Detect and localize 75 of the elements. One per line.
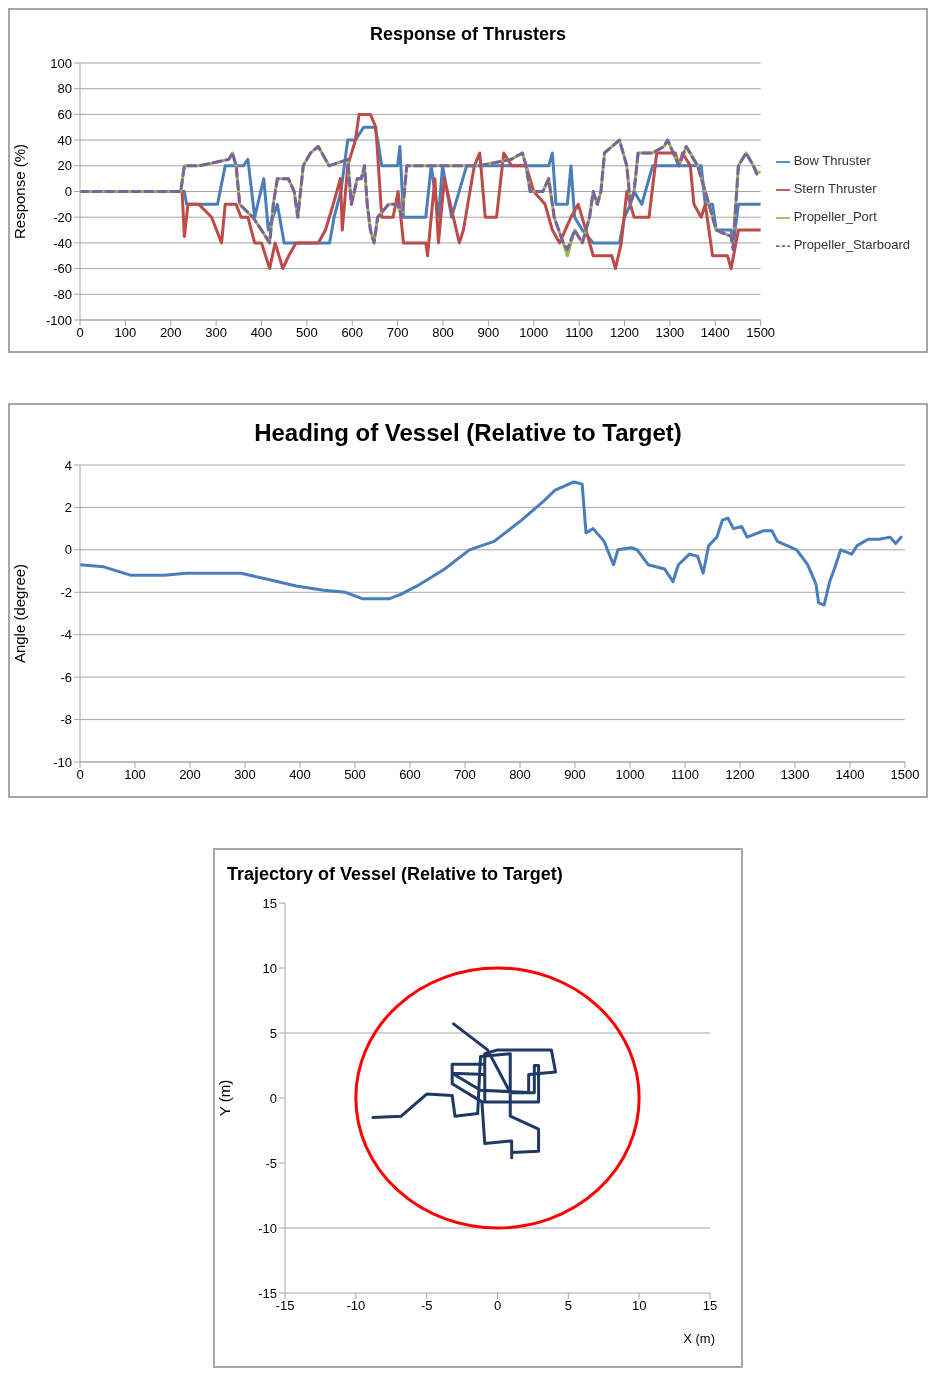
x-tick-label: 0 [76, 767, 84, 783]
x-tick-label: 15 [702, 1298, 718, 1314]
x-tick-label: 800 [432, 325, 454, 341]
x-tick-label: 1500 [746, 325, 776, 341]
x-tick-label: -5 [420, 1298, 433, 1314]
y-tick-label: -10 [53, 754, 72, 770]
x-tick-label: 1200 [725, 767, 755, 783]
x-tick-label: 1200 [610, 325, 639, 341]
y-tick-label: 60 [57, 107, 72, 123]
y-tick-label: 40 [57, 132, 72, 148]
y-tick-label: -15 [258, 1285, 277, 1301]
x-tick-label: 400 [250, 325, 273, 341]
y-tick-label: 15 [262, 895, 277, 911]
x-tick-label: 600 [341, 325, 364, 341]
y-tick-label: 4 [64, 457, 72, 473]
x-tick-label: 1000 [519, 325, 549, 341]
y-tick-label: -10 [258, 1220, 277, 1236]
x-tick-label: 700 [386, 325, 409, 341]
y-tick-label: 80 [57, 81, 72, 97]
legend-label: Propeller_Starboard [793, 237, 910, 252]
y-tick-label: -60 [53, 261, 72, 277]
y-axis-title: Y (m) [216, 1079, 234, 1117]
y-tick-label: -8 [60, 712, 72, 728]
y-tick-label: 0 [64, 184, 72, 200]
x-tick-label: 100 [124, 767, 146, 783]
y-axis-title: Angle (degree) [11, 563, 29, 664]
x-tick-label: -10 [346, 1298, 366, 1314]
chart-title: Response of Thrusters [368, 24, 567, 45]
x-tick-label: 500 [344, 767, 366, 783]
y-tick-label: 20 [57, 158, 72, 174]
x-tick-label: 1500 [890, 767, 920, 783]
y-tick-label: -20 [53, 209, 72, 225]
x-tick-label: 500 [296, 325, 318, 341]
x-tick-label: 300 [234, 767, 256, 783]
x-tick-label: 800 [509, 767, 531, 783]
y-tick-label: 0 [64, 542, 72, 558]
y-tick-label: 5 [269, 1025, 277, 1041]
x-tick-label: 0 [76, 325, 84, 341]
x-tick-label: 700 [454, 767, 476, 783]
x-tick-label: 1300 [655, 325, 685, 341]
x-tick-label: 1000 [615, 767, 645, 783]
y-tick-label: -2 [60, 584, 72, 600]
x-tick-label: 1400 [700, 325, 730, 341]
x-tick-label: 200 [159, 325, 182, 341]
y-axis-title: Response (%) [11, 143, 29, 240]
y-tick-label: -100 [45, 312, 72, 328]
x-tick-label: 5 [564, 1298, 572, 1314]
x-tick-label: 100 [114, 325, 137, 341]
x-tick-label: 1400 [835, 767, 865, 783]
x-tick-label: 900 [564, 767, 586, 783]
chart-title: Trajectory of Vessel (Relative to Target) [226, 864, 564, 885]
y-tick-label: 2 [64, 500, 72, 516]
x-tick-label: 0 [493, 1298, 502, 1314]
x-axis-title: X (m) [683, 1331, 715, 1346]
y-tick-label: 0 [269, 1090, 277, 1106]
x-tick-label: 300 [205, 325, 227, 341]
legend-label: Stern Thruster [793, 181, 877, 196]
legend-label: Propeller_Port [793, 209, 877, 224]
y-tick-label: -80 [53, 286, 72, 302]
x-tick-label: 600 [399, 767, 421, 783]
y-tick-label: -40 [53, 235, 72, 251]
y-tick-label: -5 [265, 1155, 277, 1171]
x-tick-label: 200 [179, 767, 201, 783]
y-tick-label: 10 [262, 960, 277, 976]
y-tick-label: -4 [60, 627, 72, 643]
x-tick-label: 1300 [780, 767, 810, 783]
x-tick-label: 400 [289, 767, 311, 783]
x-tick-label: 10 [631, 1298, 647, 1314]
legend-label: Bow Thruster [793, 153, 871, 168]
chart-title: Heading of Vessel (Relative to Target) [253, 419, 683, 447]
x-tick-label: 900 [477, 325, 500, 341]
x-tick-label: 1100 [565, 325, 594, 341]
y-tick-label: -6 [60, 669, 72, 685]
y-tick-label: 100 [50, 55, 72, 71]
x-tick-label: 1100 [671, 767, 699, 783]
